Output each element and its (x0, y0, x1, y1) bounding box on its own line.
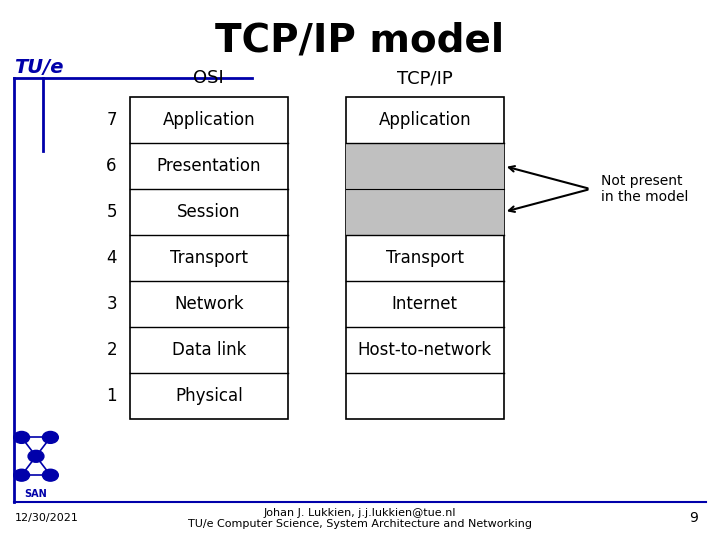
Bar (346, 189, 504, 235)
Text: 4: 4 (107, 249, 117, 267)
Text: SAN: SAN (24, 489, 48, 499)
Text: Transport: Transport (170, 249, 248, 267)
Text: Data link: Data link (171, 341, 246, 359)
Text: 5: 5 (107, 203, 117, 221)
Text: OSI: OSI (194, 69, 224, 87)
Bar (130, 97, 288, 418)
Circle shape (14, 469, 30, 481)
Circle shape (42, 469, 58, 481)
Circle shape (42, 431, 58, 443)
Circle shape (28, 450, 44, 462)
Text: 7: 7 (107, 111, 117, 129)
Text: Physical: Physical (175, 387, 243, 404)
Text: Not present
in the model: Not present in the model (601, 174, 688, 204)
Text: Johan J. Lukkien, j.j.lukkien@tue.nl
TU/e Computer Science, System Architecture : Johan J. Lukkien, j.j.lukkien@tue.nl TU/… (188, 508, 532, 529)
Text: TCP/IP model: TCP/IP model (215, 22, 505, 59)
Text: 9: 9 (690, 511, 698, 525)
Text: TCP/IP: TCP/IP (397, 69, 453, 87)
Text: TU/e: TU/e (14, 58, 64, 77)
Text: 12/30/2021: 12/30/2021 (14, 514, 78, 523)
Text: 2: 2 (107, 341, 117, 359)
Bar (346, 97, 504, 418)
Text: Session: Session (177, 203, 240, 221)
Text: Network: Network (174, 295, 243, 313)
Circle shape (14, 431, 30, 443)
Text: Host-to-network: Host-to-network (358, 341, 492, 359)
Text: Presentation: Presentation (156, 157, 261, 175)
Text: 3: 3 (107, 295, 117, 313)
Text: Application: Application (379, 111, 471, 129)
Text: Transport: Transport (386, 249, 464, 267)
Text: 6: 6 (107, 157, 117, 175)
Text: Internet: Internet (392, 295, 458, 313)
Text: 1: 1 (107, 387, 117, 404)
Bar (346, 143, 504, 189)
Text: Application: Application (163, 111, 255, 129)
